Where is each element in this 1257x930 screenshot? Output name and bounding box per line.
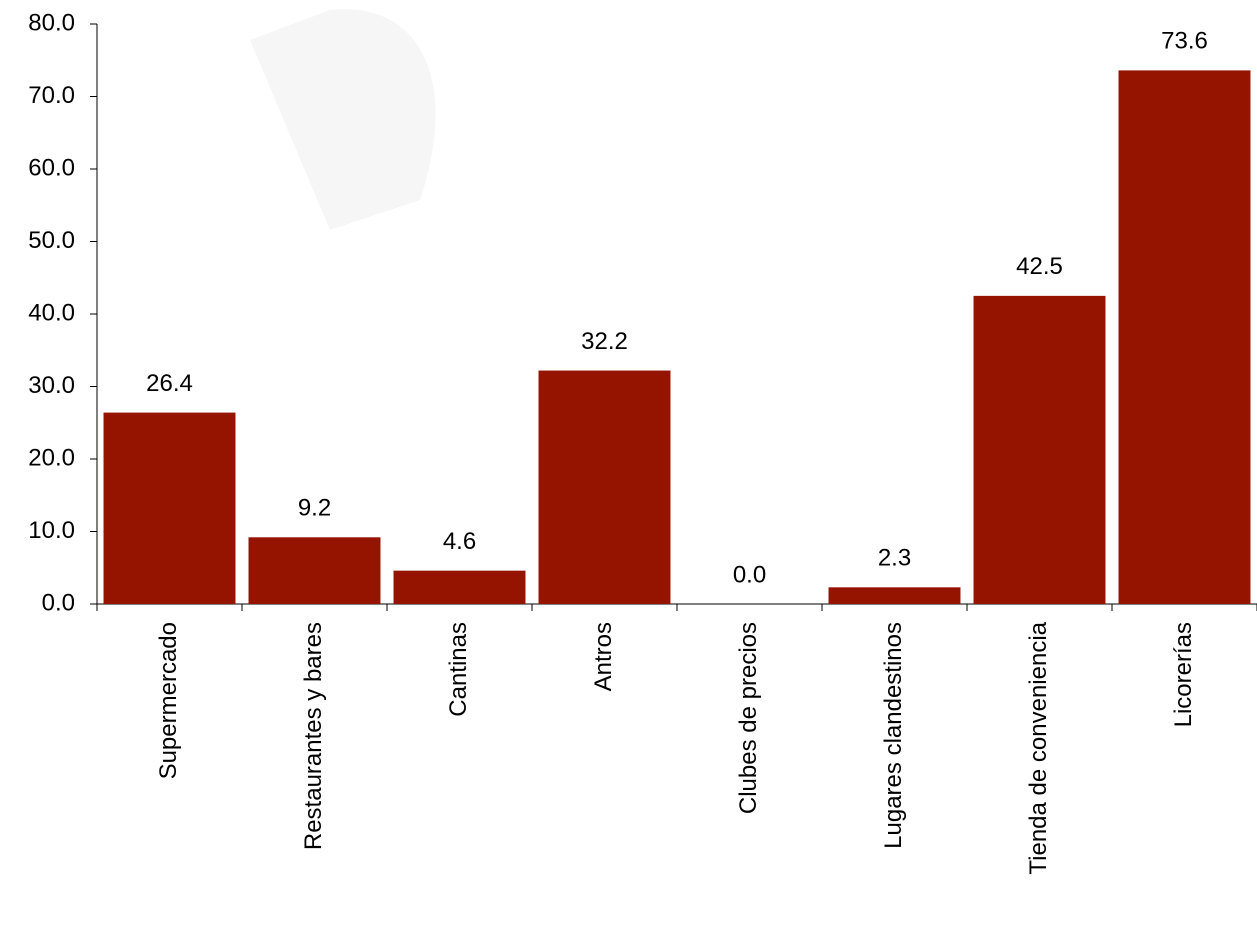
x-tick-label: Lugares clandestinos: [880, 622, 907, 849]
x-tick-label: Tienda de conveniencia: [1025, 621, 1052, 874]
bar: [1118, 70, 1251, 604]
y-tick-label: 30.0: [28, 372, 75, 399]
y-tick-label: 0.0: [42, 589, 75, 616]
value-label: 26.4: [146, 370, 193, 397]
bar: [393, 570, 526, 604]
y-tick-label: 20.0: [28, 444, 75, 471]
x-tick-label: Supermercado: [155, 622, 182, 779]
y-tick-label: 40.0: [28, 299, 75, 326]
value-label: 9.2: [298, 495, 331, 522]
x-tick-label: Antros: [590, 622, 617, 691]
value-label: 2.3: [878, 545, 911, 572]
value-label: 73.6: [1161, 28, 1208, 55]
bar: [103, 412, 236, 604]
y-tick-label: 70.0: [28, 82, 75, 109]
watermark: [250, 9, 436, 231]
y-tick-label: 10.0: [28, 517, 75, 544]
bar: [248, 537, 381, 604]
x-tick-label: Clubes de precios: [735, 622, 762, 814]
y-tick-label: 80.0: [28, 9, 75, 36]
bar: [973, 295, 1106, 604]
x-tick-label: Restaurantes y bares: [300, 622, 327, 850]
value-label: 4.6: [443, 528, 476, 555]
y-tick-label: 50.0: [28, 227, 75, 254]
x-tick-label: Licorerías: [1170, 622, 1197, 727]
value-label: 32.2: [581, 328, 628, 355]
bar: [828, 587, 961, 604]
value-label: 42.5: [1016, 253, 1063, 280]
x-tick-label: Cantinas: [445, 622, 472, 717]
value-label: 0.0: [733, 561, 766, 588]
bar: [538, 370, 671, 604]
y-tick-label: 60.0: [28, 154, 75, 181]
